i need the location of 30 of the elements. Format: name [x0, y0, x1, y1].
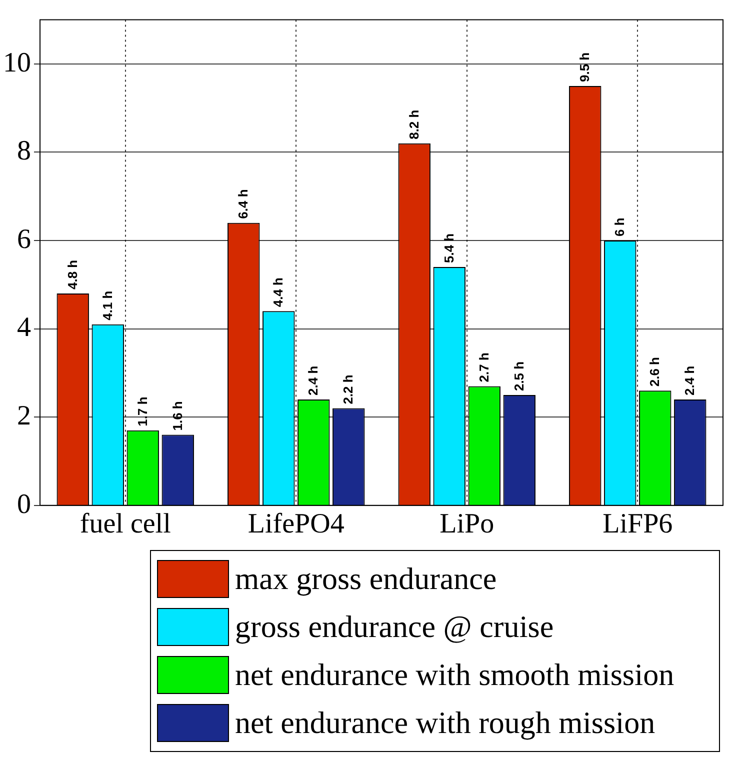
legend-label: gross endurance @ cruise: [235, 609, 554, 645]
data-label: 4.1 h: [100, 290, 115, 320]
y-tick-label: 4: [17, 312, 31, 344]
data-label: 2.6 h: [647, 356, 662, 387]
x-tick-label: LifePO4: [248, 508, 344, 540]
y-tick-label: 2: [17, 400, 31, 432]
data-label: 6.4 h: [236, 189, 251, 219]
y-tick-label: 6: [17, 224, 31, 255]
data-label: 4.8 h: [64, 260, 80, 290]
data-label: 2.2 h: [340, 374, 356, 404]
data-label: 9.5 h: [577, 52, 592, 82]
data-label: 1.7 h: [134, 396, 150, 426]
data-label: 6 h: [612, 218, 628, 237]
x-tick-label: LiPo: [440, 508, 494, 540]
data-label: 4.4 h: [270, 277, 286, 308]
y-tick-label: 0: [17, 488, 31, 520]
data-label: 5.4 h: [441, 233, 456, 264]
y-tick-label: 10: [3, 47, 31, 78]
legend-label: net endurance with rough mission: [235, 705, 656, 741]
data-label: 2.5 h: [511, 361, 526, 392]
x-tick-label: fuel cell: [80, 508, 172, 540]
data-label: 2.4 h: [682, 366, 698, 396]
legend-label: net endurance with smooth mission: [235, 657, 674, 693]
y-tick-label: 8: [17, 136, 31, 167]
data-label: 2.4 h: [306, 366, 321, 396]
x-tick-label: LiFP6: [602, 508, 673, 540]
data-label: 2.7 h: [476, 352, 492, 382]
data-label: 8.2 h: [406, 110, 422, 140]
data-label: 1.6 h: [170, 401, 185, 431]
legend-label: max gross endurance: [235, 561, 497, 597]
